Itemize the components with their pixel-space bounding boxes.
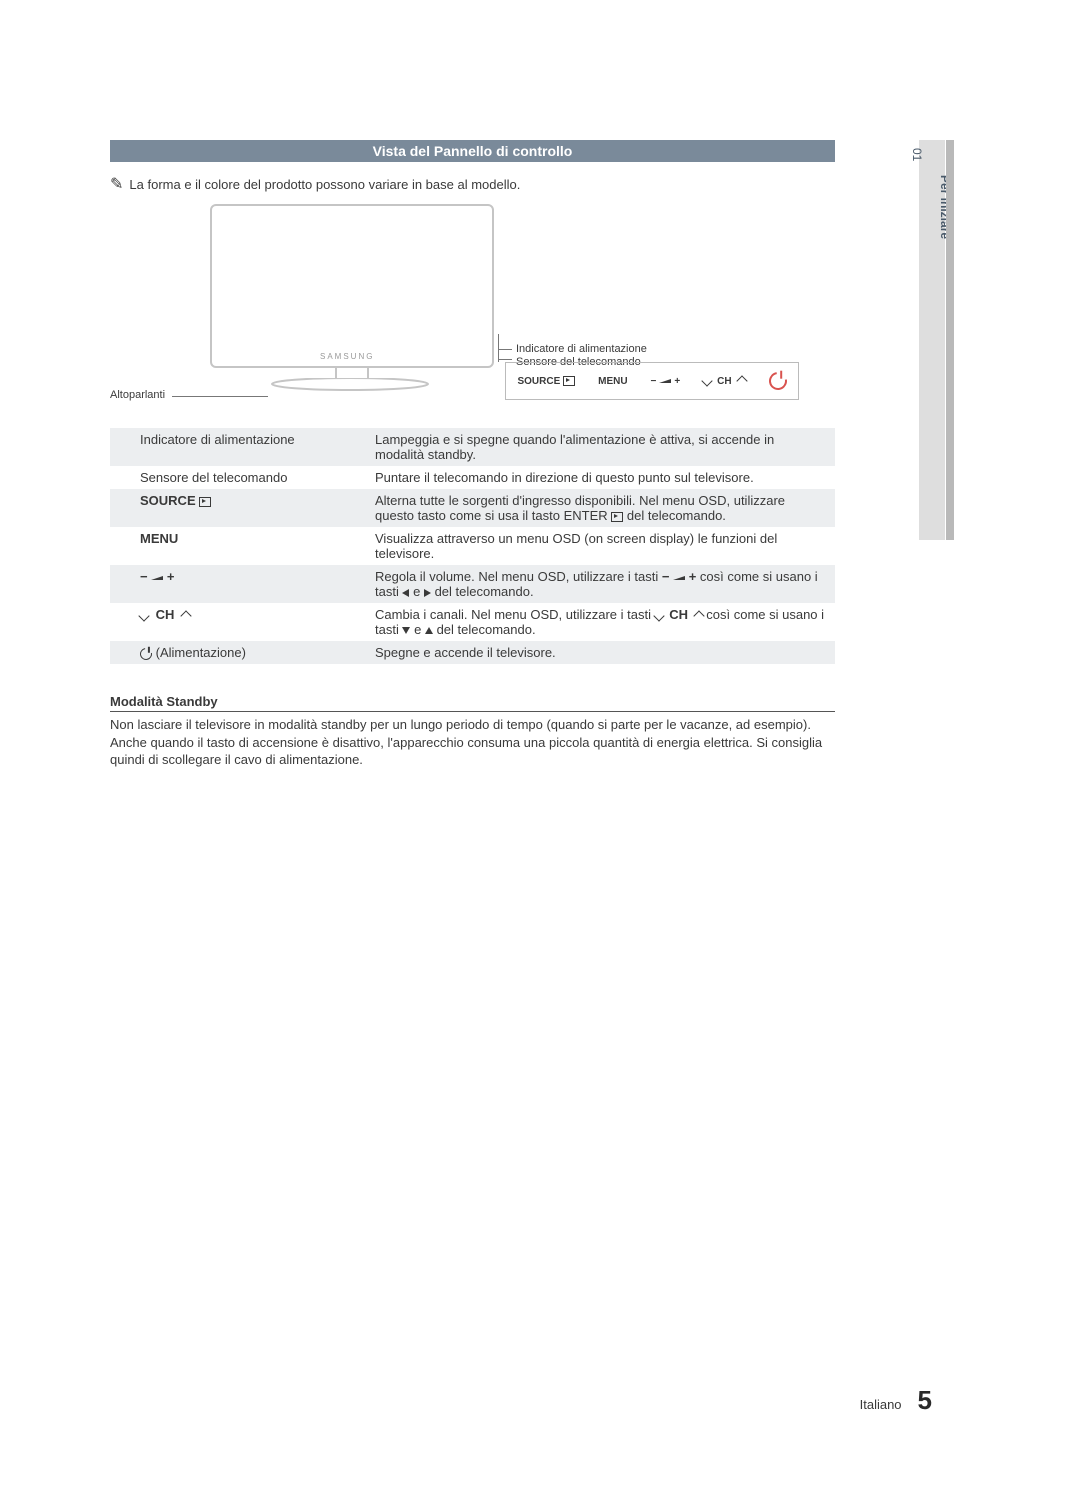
row-desc-pre: Cambia i canali. Nel menu OSD, utilizzar… bbox=[375, 607, 655, 622]
note-icon: ✎ bbox=[110, 174, 123, 194]
row-label-volume: − + bbox=[110, 565, 345, 603]
ch-label: CH bbox=[156, 607, 175, 622]
strip-volume: − + bbox=[651, 376, 681, 387]
page: 01 Per iniziare Vista del Pannello di co… bbox=[0, 0, 1080, 1494]
page-footer: Italiano 5 bbox=[860, 1385, 932, 1416]
diagram-label-power-indicator: Indicatore di alimentazione bbox=[516, 343, 647, 355]
row-label-text: SOURCE bbox=[140, 493, 196, 508]
strip-menu: MENU bbox=[598, 376, 627, 387]
table-row: (Alimentazione) Spegne e accende il tele… bbox=[110, 641, 835, 664]
chevron-up-icon bbox=[693, 610, 704, 621]
content: Vista del Pannello di controllo ✎ La for… bbox=[110, 140, 835, 769]
triangle-down-icon bbox=[402, 627, 410, 634]
row-desc-post: del telecomando. bbox=[435, 584, 534, 599]
row-desc: Puntare il telecomando in direzione di q… bbox=[345, 466, 835, 489]
row-desc: Visualizza attraverso un menu OSD (on sc… bbox=[345, 527, 835, 565]
diagram-label-speakers: Altoparlanti bbox=[110, 389, 165, 401]
triangle-left-icon bbox=[402, 589, 409, 597]
power-icon bbox=[765, 368, 790, 393]
tv-brand-label: SAMSUNG bbox=[320, 352, 374, 361]
table-row: MENU Visualizza attraverso un menu OSD (… bbox=[110, 527, 835, 565]
tv-stand-base bbox=[270, 378, 430, 396]
row-label-power: (Alimentazione) bbox=[110, 641, 345, 664]
row-label: Indicatore di alimentazione bbox=[110, 428, 345, 466]
vol-minus: − bbox=[140, 569, 148, 584]
vol-wedge-icon bbox=[659, 379, 671, 383]
vol-minus: − bbox=[651, 376, 657, 387]
inline-ch-label: CH bbox=[669, 607, 688, 622]
controls-table: Indicatore di alimentazione Lampeggia e … bbox=[110, 428, 835, 664]
leader-line bbox=[172, 396, 268, 397]
leader-line bbox=[498, 334, 499, 362]
vol-wedge-icon bbox=[151, 576, 163, 580]
tv-diagram: SAMSUNG Indicatore di alimentazione Sens… bbox=[110, 204, 835, 414]
leader-line bbox=[498, 359, 512, 360]
power-icon bbox=[138, 645, 155, 662]
strip-source-label: SOURCE bbox=[517, 376, 560, 387]
inline-vol-minus: − bbox=[662, 569, 670, 584]
enter-icon bbox=[199, 497, 211, 507]
chevron-up-icon bbox=[736, 375, 747, 386]
row-desc-post: del telecomando. bbox=[627, 508, 726, 523]
footer-page-number: 5 bbox=[918, 1385, 932, 1416]
strip-power bbox=[769, 372, 787, 390]
table-row: Indicatore di alimentazione Lampeggia e … bbox=[110, 428, 835, 466]
row-label: MENU bbox=[110, 527, 345, 565]
table-row: Sensore del telecomando Puntare il telec… bbox=[110, 466, 835, 489]
vol-wedge-icon bbox=[673, 576, 685, 580]
chevron-down-icon bbox=[701, 375, 712, 386]
row-desc: Alterna tutte le sorgenti d'ingresso dis… bbox=[345, 489, 835, 527]
triangle-up-icon bbox=[425, 627, 433, 634]
side-tab: 01 Per iniziare bbox=[919, 140, 945, 540]
table-row: CH Cambia i canali. Nel menu OSD, utiliz… bbox=[110, 603, 835, 641]
note-text: La forma e il colore del prodotto posson… bbox=[129, 177, 520, 192]
button-strip: SOURCE MENU − + CH bbox=[505, 362, 799, 400]
row-label-channel: CH bbox=[110, 603, 345, 641]
triangle-right-icon bbox=[424, 589, 431, 597]
row-desc: Spegne e accende il televisore. bbox=[345, 641, 835, 664]
row-desc: Lampeggia e si spegne quando l'alimentaz… bbox=[345, 428, 835, 466]
note-row: ✎ La forma e il colore del prodotto poss… bbox=[110, 174, 835, 194]
row-desc: Regola il volume. Nel menu OSD, utilizza… bbox=[345, 565, 835, 603]
strip-source: SOURCE bbox=[517, 376, 575, 387]
side-tab-number: 01 bbox=[910, 148, 924, 161]
table-row: SOURCE Alterna tutte le sorgenti d'ingre… bbox=[110, 489, 835, 527]
standby-text: Non lasciare il televisore in modalità s… bbox=[110, 716, 835, 769]
tv-frame bbox=[210, 204, 494, 368]
chevron-down-icon bbox=[653, 610, 664, 621]
chevron-up-icon bbox=[180, 610, 191, 621]
row-desc-pre: Regola il volume. Nel menu OSD, utilizza… bbox=[375, 569, 662, 584]
enter-icon bbox=[611, 512, 623, 522]
row-desc-post: del telecomando. bbox=[437, 622, 536, 637]
standby-title: Modalità Standby bbox=[110, 694, 218, 711]
section-title-bar: Vista del Pannello di controllo bbox=[110, 140, 835, 162]
side-stripe bbox=[946, 140, 954, 540]
vol-plus: + bbox=[674, 376, 680, 387]
row-label-text: (Alimentazione) bbox=[156, 645, 246, 660]
strip-channel: CH bbox=[703, 376, 745, 387]
standby-divider bbox=[110, 711, 835, 712]
inline-vol-plus: + bbox=[689, 569, 697, 584]
chevron-down-icon bbox=[138, 610, 149, 621]
ch-label: CH bbox=[717, 376, 731, 387]
vol-plus: + bbox=[167, 569, 175, 584]
table-row: − + Regola il volume. Nel menu OSD, util… bbox=[110, 565, 835, 603]
row-label: SOURCE bbox=[110, 489, 345, 527]
row-label: Sensore del telecomando bbox=[110, 466, 345, 489]
row-desc: Cambia i canali. Nel menu OSD, utilizzar… bbox=[345, 603, 835, 641]
leader-line bbox=[498, 349, 512, 350]
tv-stand-neck bbox=[335, 366, 369, 378]
enter-icon bbox=[563, 376, 575, 386]
footer-language: Italiano bbox=[860, 1397, 902, 1412]
